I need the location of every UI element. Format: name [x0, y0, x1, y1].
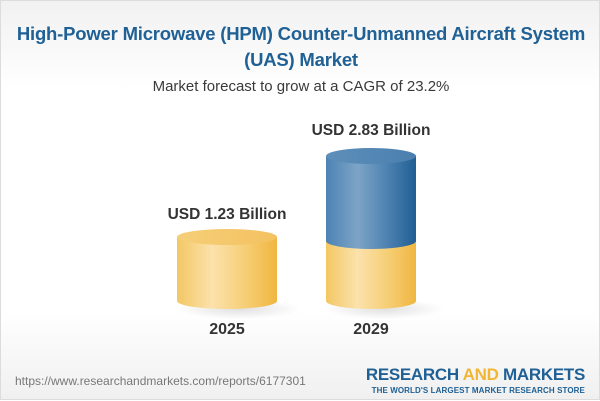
- logo-wordmark: RESEARCH AND MARKETS: [366, 366, 585, 384]
- bar-2029: [324, 148, 444, 319]
- logo-and: AND: [462, 365, 499, 384]
- logo-markets: MARKETS: [503, 365, 585, 384]
- source-url: https://www.researchandmarkets.com/repor…: [15, 374, 306, 388]
- logo-research: RESEARCH: [365, 365, 459, 384]
- bar-2025: [177, 229, 301, 319]
- chart-subtitle: Market forecast to grow at a CAGR of 23.…: [152, 78, 450, 95]
- value-label-2025: USD 1.23 Billion: [167, 206, 287, 223]
- value-label-2029: USD 2.83 Billion: [311, 122, 431, 139]
- chart-title: High-Power Microwave (HPM) Counter-Unman…: [1, 21, 600, 73]
- year-label-2025: 2025: [209, 321, 245, 338]
- logo-tagline: THE WORLD'S LARGEST MARKET RESEARCH STOR…: [371, 386, 585, 395]
- chart-title-line2: (UAS) Market: [244, 49, 358, 70]
- chart-title-line1: High-Power Microwave (HPM) Counter-Unman…: [16, 23, 586, 44]
- year-label-2029: 2029: [353, 321, 389, 338]
- research-and-markets-logo: RESEARCH AND MARKETS THE WORLD'S LARGEST…: [366, 366, 585, 396]
